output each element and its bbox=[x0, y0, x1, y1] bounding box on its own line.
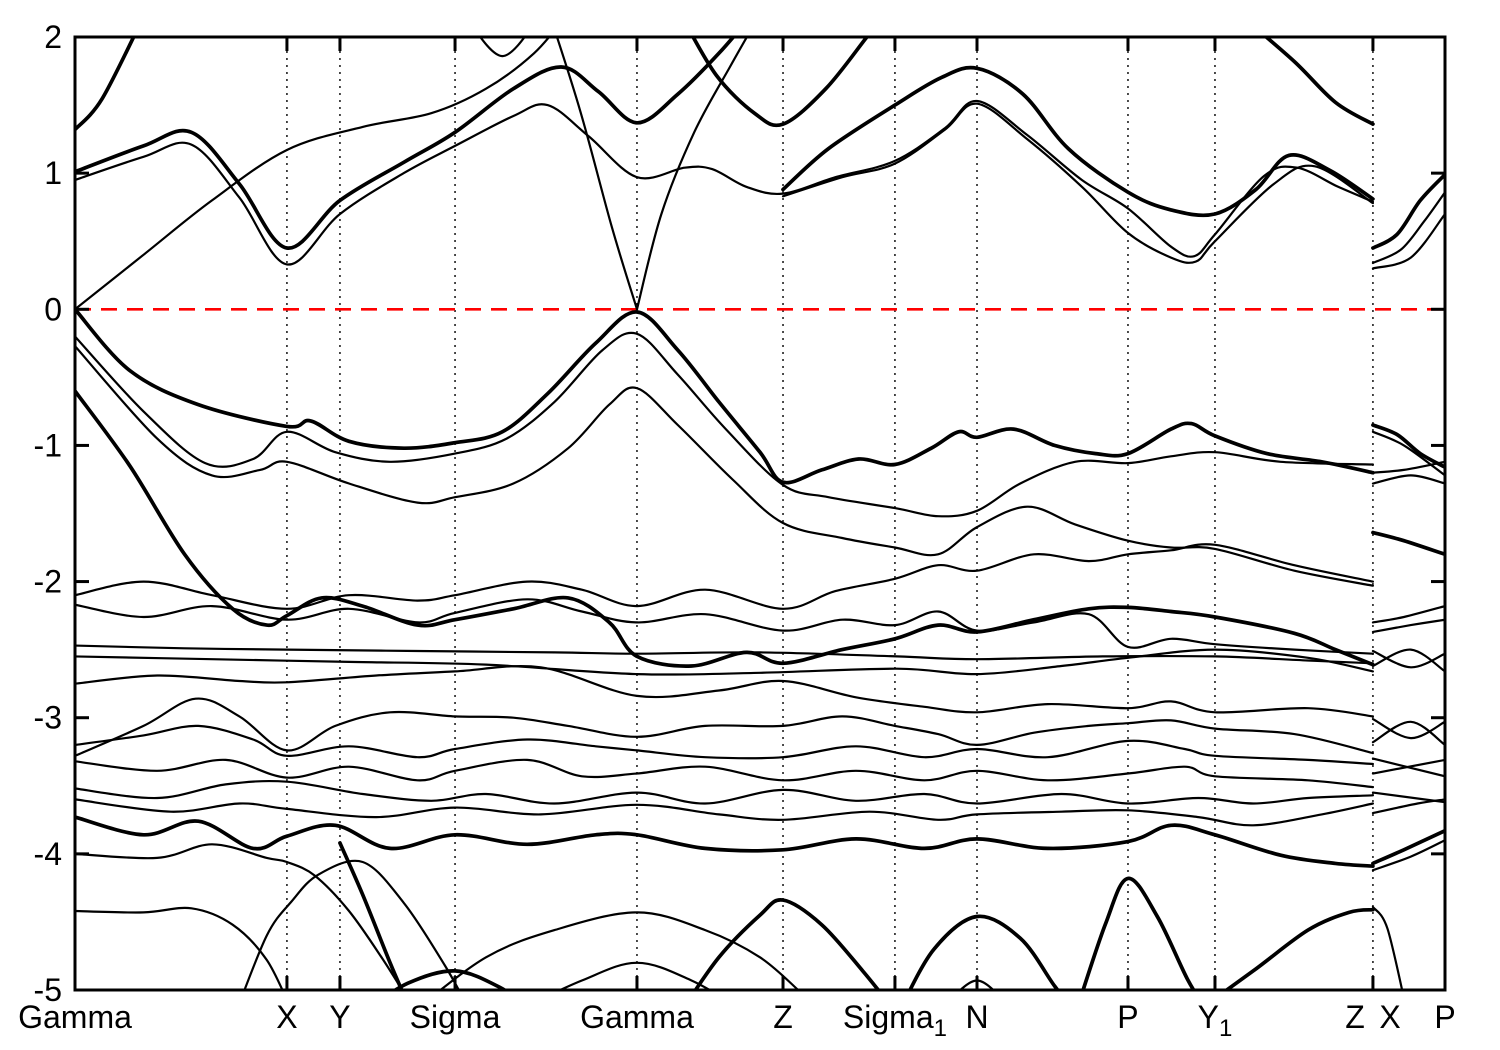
band-line-cond-gamma2-touch-left bbox=[555, 37, 639, 311]
band-line-bot-n-dip bbox=[907, 914, 1060, 990]
band-line-seg-xp-val-e bbox=[1371, 530, 1445, 557]
band-line-seg-xp-rise-b bbox=[1371, 839, 1445, 872]
band-line-cond-top-dip-sigma bbox=[478, 37, 526, 58]
band-line-val-flat-a bbox=[75, 644, 1374, 665]
band-line-cond-steep-gamma1 bbox=[75, 37, 136, 132]
plot-border bbox=[73, 35, 1447, 992]
x-kpoint-label: Gamma bbox=[18, 999, 132, 1035]
band-line-val-steep-from-gamma1 bbox=[75, 389, 1375, 668]
band-line-seg-xp-val-a bbox=[1371, 423, 1445, 470]
band-line-val-band-2 bbox=[75, 331, 1374, 518]
band-line-seg-xp-lens-b2 bbox=[1371, 720, 1445, 746]
band-line-seg-xp-cond-c bbox=[1371, 212, 1445, 270]
band-line-cond-desc-into-break bbox=[1263, 37, 1375, 126]
band-line-cond-n-peak-lower bbox=[781, 102, 1374, 264]
band-line-bot-z-vee bbox=[693, 898, 881, 990]
band-line-cond-gamma2-touch-right bbox=[635, 37, 749, 311]
band-line-seg-xp-lens-a2 bbox=[1371, 648, 1445, 673]
x-kpoint-label: Gamma bbox=[580, 999, 694, 1035]
band-line-val-fermi-band bbox=[75, 307, 1375, 485]
band-line-seg-xp-lens-a1 bbox=[1371, 649, 1445, 669]
x-kpoint-label: Sigma1 bbox=[843, 999, 947, 1042]
band-line-val-band-10 bbox=[75, 697, 1374, 757]
band-line-seg-xp-cond-b bbox=[1371, 191, 1445, 265]
band-line-seg-xp-val-d bbox=[1371, 474, 1445, 485]
band-line-val-band-14 bbox=[75, 798, 1374, 827]
x-kpoint-label: X bbox=[1379, 999, 1400, 1035]
band-line-seg-xp-val-c bbox=[1371, 460, 1445, 474]
band-line-seg-xp-val-f bbox=[1371, 605, 1445, 624]
band-line-bot-gamma1-deep-flat bbox=[75, 906, 284, 990]
band-line-seg-xp-val-g bbox=[1371, 618, 1445, 634]
x-kpoint-label: Z bbox=[773, 999, 793, 1035]
band-line-seg-xp-stub bbox=[1371, 905, 1404, 990]
band-line-val-band-9 bbox=[75, 664, 1374, 718]
band-line-bot-sigma-bump bbox=[391, 969, 508, 990]
band-line-bot-gamma1-flatline bbox=[75, 843, 404, 990]
y-tick-label: -1 bbox=[34, 427, 62, 463]
x-kpoint-label: Sigma bbox=[410, 999, 501, 1035]
x-kpoint-label: Y1 bbox=[1198, 999, 1233, 1042]
y-tick-label: -3 bbox=[34, 700, 62, 736]
band-line-seg-xp-val-b bbox=[1371, 430, 1445, 477]
band-line-seg-xp-cond-a bbox=[1371, 172, 1445, 250]
band-line-val-band-15 bbox=[75, 815, 1375, 868]
band-line-cond-n-peak-upper bbox=[781, 65, 1375, 218]
band-line-bot-rise-to-gamma2 bbox=[438, 911, 800, 990]
band-line-cond-hump-upper bbox=[75, 37, 736, 250]
y-tick-label: 0 bbox=[44, 291, 62, 327]
y-tick-label: -4 bbox=[34, 836, 62, 872]
band-line-seg-xp-rise-a bbox=[1371, 828, 1445, 866]
x-kpoint-label: P bbox=[1434, 999, 1455, 1035]
band-line-seg-xp-lens-b1 bbox=[1371, 717, 1445, 740]
band-line-seg-xp-conv-b bbox=[1371, 798, 1445, 815]
band-line-val-band-12 bbox=[75, 758, 1374, 789]
x-kpoint-label: N bbox=[965, 999, 988, 1035]
band-line-bot-p-peak bbox=[1081, 876, 1196, 990]
band-line-seg-xp-cross-a2 bbox=[1371, 758, 1445, 775]
band-line-val-band-13 bbox=[75, 779, 1374, 805]
x-kpoint-label: P bbox=[1117, 999, 1138, 1035]
x-kpoint-label: X bbox=[276, 999, 297, 1035]
band-line-val-band-6 bbox=[75, 598, 1374, 655]
y-tick-label: -2 bbox=[34, 564, 62, 600]
y-tick-label: -5 bbox=[34, 972, 62, 1008]
band-line-cond-linear-from-gamma1 bbox=[75, 37, 551, 311]
y-tick-label: 1 bbox=[44, 155, 62, 191]
band-line-val-band-11 bbox=[75, 724, 1374, 766]
band-line-cond-hump-lower bbox=[75, 99, 1374, 266]
band-line-bot-rise-to-break bbox=[1223, 907, 1375, 990]
band-line-bot-x-crossing bbox=[243, 859, 461, 990]
band-line-val-band-5 bbox=[75, 543, 1374, 610]
x-kpoint-label: Y bbox=[329, 999, 350, 1035]
y-tick-label: 2 bbox=[44, 19, 62, 55]
band-line-val-band-3 bbox=[75, 344, 1374, 587]
x-kpoint-label: Z bbox=[1345, 999, 1365, 1035]
band-line-val-flat-b bbox=[75, 648, 1374, 676]
band-lines-group bbox=[75, 37, 1445, 990]
